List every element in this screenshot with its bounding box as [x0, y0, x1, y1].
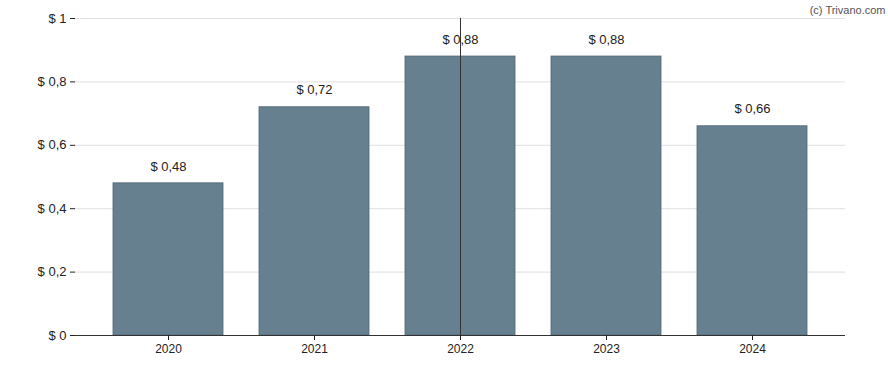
svg-text:$ 1: $ 1 — [48, 11, 66, 26]
svg-text:2022: 2022 — [447, 342, 474, 356]
svg-text:$ 0,48: $ 0,48 — [150, 159, 186, 174]
svg-text:2021: 2021 — [301, 342, 328, 356]
svg-text:$ 0,88: $ 0,88 — [588, 32, 624, 47]
svg-text:$ 0,88: $ 0,88 — [442, 32, 478, 47]
svg-text:$ 0,66: $ 0,66 — [734, 101, 770, 116]
svg-text:2024: 2024 — [739, 342, 766, 356]
svg-text:(c) Trivano.com: (c) Trivano.com — [810, 4, 886, 16]
svg-text:$ 0,8: $ 0,8 — [38, 74, 67, 89]
svg-text:$ 0: $ 0 — [48, 328, 66, 343]
svg-text:2020: 2020 — [155, 342, 182, 356]
svg-text:$ 0,4: $ 0,4 — [38, 201, 67, 216]
svg-text:$ 0,6: $ 0,6 — [38, 137, 67, 152]
svg-text:2023: 2023 — [593, 342, 620, 356]
svg-text:$ 0,2: $ 0,2 — [38, 264, 67, 279]
svg-text:$ 0,72: $ 0,72 — [296, 82, 332, 97]
